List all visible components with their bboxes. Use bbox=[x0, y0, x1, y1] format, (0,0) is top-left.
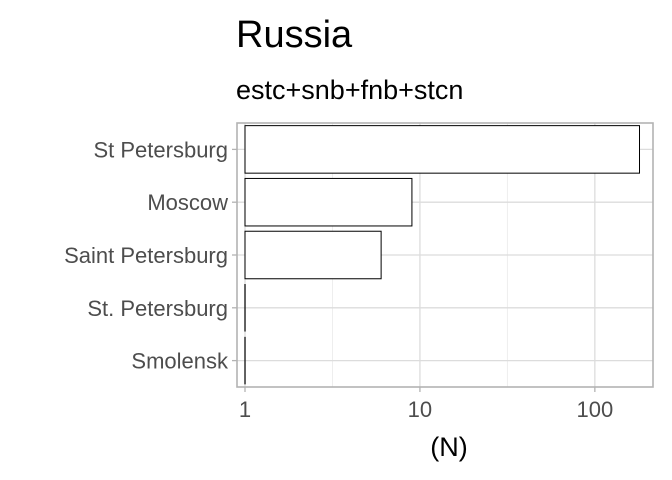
category-labels: St Petersburg Moscow Saint Petersburg St. P… bbox=[64, 137, 237, 374]
category-label: Saint Petersburg bbox=[64, 243, 228, 268]
category-label: Smolensk bbox=[131, 349, 229, 374]
bars bbox=[244, 125, 641, 385]
bar bbox=[244, 230, 382, 280]
category-label: St Petersburg bbox=[93, 137, 228, 162]
x-axis-label: (N) bbox=[430, 432, 467, 462]
x-tick-label: 1 bbox=[239, 397, 251, 422]
x-tick-label: 10 bbox=[408, 397, 432, 422]
chart-subtitle: estc+snb+fnb+stcn bbox=[236, 75, 463, 105]
chart-title: Russia bbox=[236, 14, 353, 56]
bar bbox=[244, 125, 641, 174]
x-tick-label: 100 bbox=[576, 397, 613, 422]
category-label: Moscow bbox=[147, 190, 228, 215]
x-tick-labels: 1 10 100 bbox=[239, 387, 613, 422]
category-label: St. Petersburg bbox=[87, 296, 228, 321]
bar bbox=[244, 177, 413, 227]
